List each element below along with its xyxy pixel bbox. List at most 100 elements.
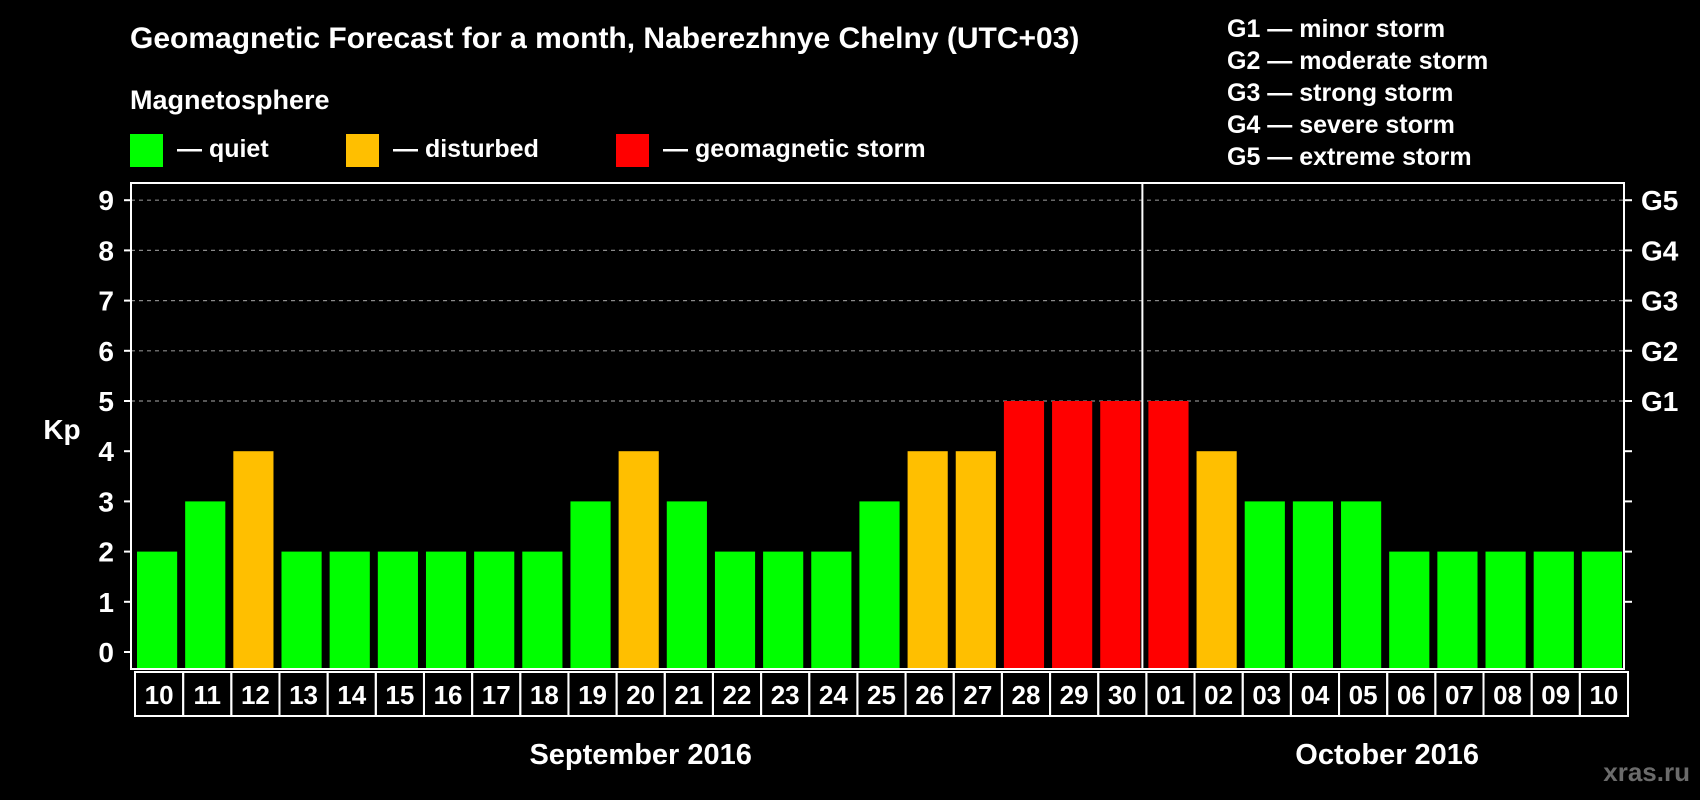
day-label-7: 17 [482,680,511,710]
bar-7 [474,551,515,669]
storm-scale-g5: G5 — extreme storm [1227,143,1472,171]
bar-14 [811,551,852,669]
day-label-25: 05 [1349,680,1378,710]
bar-19 [1052,401,1093,669]
y-tick-label-1: 1 [98,587,114,618]
y-tick-label-0: 0 [98,637,114,668]
bar-20 [1100,401,1141,669]
storm-scale-g2: G2 — moderate storm [1227,47,1488,75]
day-label-14: 24 [819,680,848,710]
day-label-20: 30 [1108,680,1137,710]
day-label-0: 10 [145,680,174,710]
bar-27 [1437,551,1478,669]
bar-25 [1341,501,1382,669]
legend-label-storm: — geomagnetic storm [663,135,926,163]
y-tick-label-3: 3 [98,486,114,517]
bars [137,401,1622,669]
day-label-29: 09 [1541,680,1570,710]
legend-label-quiet: — quiet [177,135,269,163]
legend-swatch-quiet [130,134,163,167]
day-label-10: 20 [626,680,655,710]
y-axis-ticks: 0 1 2 3 4 5 6 7 8 9 [98,185,131,668]
bar-4 [329,551,370,669]
watermark: xras.ru [1603,757,1690,787]
y-tick-label-5: 5 [98,386,114,417]
bar-23 [1244,501,1285,669]
day-label-13: 23 [771,680,800,710]
bar-9 [570,501,611,669]
y-tick-label-8: 8 [98,235,114,266]
day-label-18: 28 [1012,680,1041,710]
bar-3 [281,551,322,669]
bar-10 [618,451,659,669]
bar-5 [377,551,418,669]
day-label-19: 29 [1060,680,1089,710]
storm-scale-legend: G1 — minor storm G2 — moderate storm G3 … [1227,15,1488,171]
g-label-G2: G2 [1641,336,1678,367]
day-label-12: 22 [723,680,752,710]
day-label-8: 18 [530,680,559,710]
day-label-21: 01 [1156,680,1185,710]
y-tick-label-7: 7 [98,286,114,317]
bar-13 [763,551,804,669]
legend: — quiet — disturbed — geomagnetic storm [130,134,926,167]
day-label-3: 13 [289,680,318,710]
chart-title: Geomagnetic Forecast for a month, Nabere… [130,22,1079,55]
day-label-4: 14 [337,680,366,710]
bar-28 [1485,551,1526,669]
bar-11 [666,501,707,669]
bar-26 [1389,551,1430,669]
day-label-6: 16 [434,680,463,710]
day-label-15: 25 [867,680,896,710]
bar-16 [907,451,948,669]
y-tick-label-9: 9 [98,185,114,216]
bar-0 [137,551,178,669]
legend-swatch-disturbed [346,134,379,167]
month-label-1: October 2016 [1295,739,1479,771]
legend-label-disturbed: — disturbed [393,135,539,163]
bar-29 [1533,551,1574,669]
bar-30 [1581,551,1622,669]
bar-1 [185,501,226,669]
day-label-27: 07 [1445,680,1474,710]
g-label-G1: G1 [1641,386,1678,417]
month-labels: September 2016 October 2016 [529,739,1479,771]
bar-15 [859,501,900,669]
g-label-G4: G4 [1641,235,1679,266]
day-label-16: 26 [915,680,944,710]
bar-12 [714,551,756,669]
y-tick-label-6: 6 [98,336,114,367]
bar-24 [1292,501,1334,669]
plot-frame [130,182,1625,670]
month-label-0: September 2016 [529,739,751,771]
bar-18 [1003,401,1045,669]
bar-2 [233,451,274,669]
bar-17 [955,451,996,669]
day-label-24: 04 [1300,680,1329,710]
y-axis-label: Kp [43,414,80,445]
g-scale-ticks: G1 G2 G3 G4 G5 [1624,185,1679,603]
y-tick-label-2: 2 [98,537,114,568]
day-label-1: 11 [193,680,221,710]
day-cell-30 [1578,671,1630,717]
day-labels: 10 11 12 13 14 15 16 17 18 19 20 21 22 23 24 25 26 27 28 29… [134,671,1630,717]
day-label-9: 19 [578,680,607,710]
day-label-2: 12 [241,680,270,710]
day-label-28: 08 [1493,680,1522,710]
legend-heading: Magnetosphere [130,85,330,115]
bar-8 [522,551,563,669]
bar-6 [425,551,467,669]
day-label-5: 15 [385,680,414,710]
day-label-30: 10 [1589,680,1618,710]
storm-scale-g1: G1 — minor storm [1227,15,1445,43]
storm-scale-g4: G4 — severe storm [1227,111,1455,139]
day-label-22: 02 [1204,680,1233,710]
day-label-17: 27 [963,680,992,710]
legend-swatch-storm [616,134,649,167]
g-label-G5: G5 [1641,185,1678,216]
day-label-11: 21 [674,680,703,710]
day-label-26: 06 [1397,680,1426,710]
day-label-23: 03 [1252,680,1281,710]
storm-scale-g3: G3 — strong storm [1227,79,1453,107]
